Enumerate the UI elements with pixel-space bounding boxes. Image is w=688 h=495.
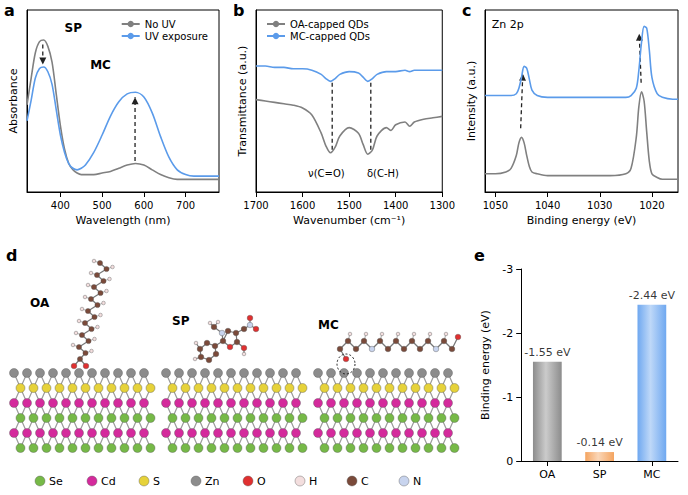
svg-text:C: C — [361, 475, 369, 488]
svg-text:SP: SP — [593, 468, 607, 481]
svg-text:Se: Se — [49, 475, 63, 488]
svg-text:SP: SP — [172, 314, 190, 328]
svg-text:MC-capped QDs: MC-capped QDs — [290, 31, 370, 42]
svg-text:SP: SP — [65, 21, 83, 35]
svg-text:-2.44 eV: -2.44 eV — [629, 289, 676, 302]
svg-text:1300: 1300 — [430, 200, 455, 211]
svg-text:400: 400 — [51, 200, 70, 211]
svg-text:Transmittance (a.u.): Transmittance (a.u.) — [236, 46, 249, 158]
svg-text:1030: 1030 — [587, 200, 612, 211]
svg-text:1020: 1020 — [639, 200, 664, 211]
svg-text:H: H — [309, 475, 317, 488]
svg-text:c: c — [462, 1, 471, 20]
svg-text:1700: 1700 — [243, 200, 268, 211]
svg-text:O: O — [257, 475, 266, 488]
svg-text:-1.55 eV: -1.55 eV — [524, 346, 571, 359]
svg-text:No UV: No UV — [145, 19, 176, 30]
svg-text:N: N — [413, 475, 421, 488]
svg-text:-1: -1 — [502, 391, 513, 404]
svg-text:Wavenumber (cm⁻¹): Wavenumber (cm⁻¹) — [293, 214, 405, 227]
svg-text:Absorbance: Absorbance — [7, 68, 20, 133]
svg-text:e: e — [474, 246, 485, 265]
svg-text:Binding energy (eV): Binding energy (eV) — [479, 310, 492, 420]
svg-text:UV exposure: UV exposure — [145, 31, 208, 42]
svg-text:S: S — [153, 475, 160, 488]
svg-text:1600: 1600 — [290, 200, 315, 211]
svg-text:-3: -3 — [502, 263, 513, 276]
svg-text:Binding energy (eV): Binding energy (eV) — [527, 214, 637, 227]
svg-text:d: d — [6, 246, 17, 265]
svg-text:Zn: Zn — [205, 475, 220, 488]
svg-text:-2: -2 — [502, 327, 513, 340]
svg-text:δ(C-H): δ(C-H) — [367, 168, 399, 179]
svg-text:1400: 1400 — [383, 200, 408, 211]
svg-text:600: 600 — [134, 200, 153, 211]
svg-text:b: b — [233, 1, 244, 20]
svg-text:ν(C=O): ν(C=O) — [308, 168, 345, 179]
svg-text:Cd: Cd — [101, 475, 116, 488]
svg-text:MC: MC — [90, 58, 111, 72]
svg-text:0: 0 — [506, 455, 513, 468]
svg-text:OA: OA — [30, 296, 50, 310]
svg-text:1050: 1050 — [483, 200, 508, 211]
svg-text:Intensity (a.u.): Intensity (a.u.) — [465, 61, 478, 142]
svg-text:-0.14 eV: -0.14 eV — [576, 436, 623, 449]
svg-text:OA-capped QDs: OA-capped QDs — [290, 19, 369, 30]
svg-text:Wavelength (nm): Wavelength (nm) — [75, 214, 170, 227]
svg-text:500: 500 — [93, 200, 112, 211]
svg-text:700: 700 — [176, 200, 195, 211]
svg-text:a: a — [4, 1, 15, 20]
svg-text:1500: 1500 — [336, 200, 361, 211]
svg-text:1040: 1040 — [535, 200, 560, 211]
svg-text:OA: OA — [539, 468, 555, 481]
svg-text:MC: MC — [643, 468, 660, 481]
svg-text:MC: MC — [318, 318, 339, 332]
svg-text:Zn 2p: Zn 2p — [492, 18, 524, 31]
